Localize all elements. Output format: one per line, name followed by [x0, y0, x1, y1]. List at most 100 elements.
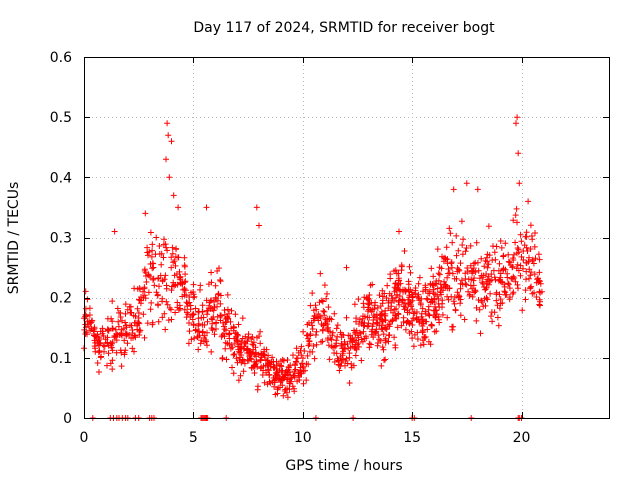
data-point	[109, 325, 116, 332]
data-point	[431, 296, 438, 303]
data-point	[268, 358, 275, 365]
data-point	[467, 262, 474, 269]
data-point	[395, 270, 402, 277]
data-point	[191, 335, 198, 342]
data-point	[527, 272, 534, 279]
data-point	[82, 313, 89, 320]
data-point	[514, 219, 520, 226]
data-point	[505, 251, 512, 258]
data-point	[434, 293, 441, 299]
data-point	[355, 334, 362, 341]
data-point	[162, 272, 169, 279]
data-point	[379, 317, 386, 324]
data-point	[137, 300, 144, 307]
data-point	[374, 319, 381, 326]
data-point	[239, 315, 246, 322]
data-point	[162, 326, 169, 333]
data-point	[108, 315, 115, 322]
data-point	[436, 304, 443, 311]
data-point	[313, 328, 320, 335]
x-tick-label: 5	[189, 430, 198, 446]
data-point	[462, 248, 469, 255]
data-point	[451, 294, 458, 300]
data-point	[172, 309, 179, 316]
data-point	[199, 308, 206, 315]
data-point	[391, 268, 397, 275]
data-point	[121, 337, 128, 344]
data-point	[363, 335, 370, 342]
data-point	[153, 289, 160, 296]
data-point	[348, 364, 355, 371]
data-point	[385, 338, 392, 345]
data-point	[506, 296, 513, 303]
data-point	[435, 270, 442, 277]
data-point	[144, 244, 151, 251]
data-point	[486, 252, 493, 259]
data-point	[145, 289, 152, 296]
data-point	[413, 309, 420, 315]
data-point	[223, 327, 229, 334]
data-point	[402, 326, 409, 333]
data-point	[386, 332, 393, 338]
data-point	[366, 292, 373, 298]
data-point	[141, 285, 148, 292]
data-point	[503, 291, 510, 298]
data-point	[212, 294, 219, 301]
data-point	[412, 287, 419, 294]
data-point	[501, 283, 508, 290]
data-point	[190, 321, 197, 328]
tick-labels: 0 5 10 15 20 0 0.1 0.2 0.3 0.4 0.5 0.6	[50, 50, 531, 446]
data-point	[373, 326, 380, 333]
data-point	[386, 321, 393, 328]
data-point	[140, 311, 147, 318]
data-point	[457, 285, 464, 292]
data-point	[225, 316, 231, 322]
data-point	[333, 325, 340, 332]
data-point	[537, 302, 543, 309]
data-point	[392, 342, 399, 349]
data-point	[500, 267, 506, 274]
data-point	[523, 260, 530, 266]
data-point	[446, 285, 453, 292]
data-point	[505, 280, 511, 287]
data-point	[406, 309, 413, 316]
data-point	[237, 349, 244, 356]
data-point	[351, 301, 358, 308]
data-point	[109, 366, 116, 373]
data-point	[328, 343, 335, 350]
data-point	[109, 298, 116, 305]
data-point	[309, 290, 316, 297]
data-point	[357, 330, 364, 337]
data-point	[150, 276, 156, 283]
data-point	[511, 251, 517, 258]
data-point	[305, 342, 312, 349]
data-point	[378, 308, 385, 315]
data-point	[137, 327, 144, 334]
data-point	[319, 298, 326, 305]
data-point	[483, 254, 490, 261]
data-point	[262, 362, 269, 369]
data-point	[153, 234, 160, 241]
data-point	[378, 322, 385, 329]
data-point	[406, 263, 413, 270]
data-point	[408, 289, 415, 296]
data-point	[118, 349, 125, 356]
data-point	[256, 333, 262, 340]
data-point	[112, 333, 119, 340]
data-point	[528, 269, 535, 276]
data-point	[119, 317, 125, 324]
data-point	[473, 239, 480, 246]
data-point	[361, 294, 368, 301]
data-point	[334, 322, 341, 329]
data-point	[166, 174, 173, 181]
data-point	[122, 330, 129, 337]
data-point	[438, 265, 445, 272]
data-point	[391, 284, 398, 291]
data-point	[515, 150, 522, 157]
data-point	[115, 318, 122, 325]
data-point	[466, 292, 473, 299]
data-point	[325, 304, 332, 311]
data-point	[241, 360, 248, 367]
data-point	[473, 317, 480, 324]
